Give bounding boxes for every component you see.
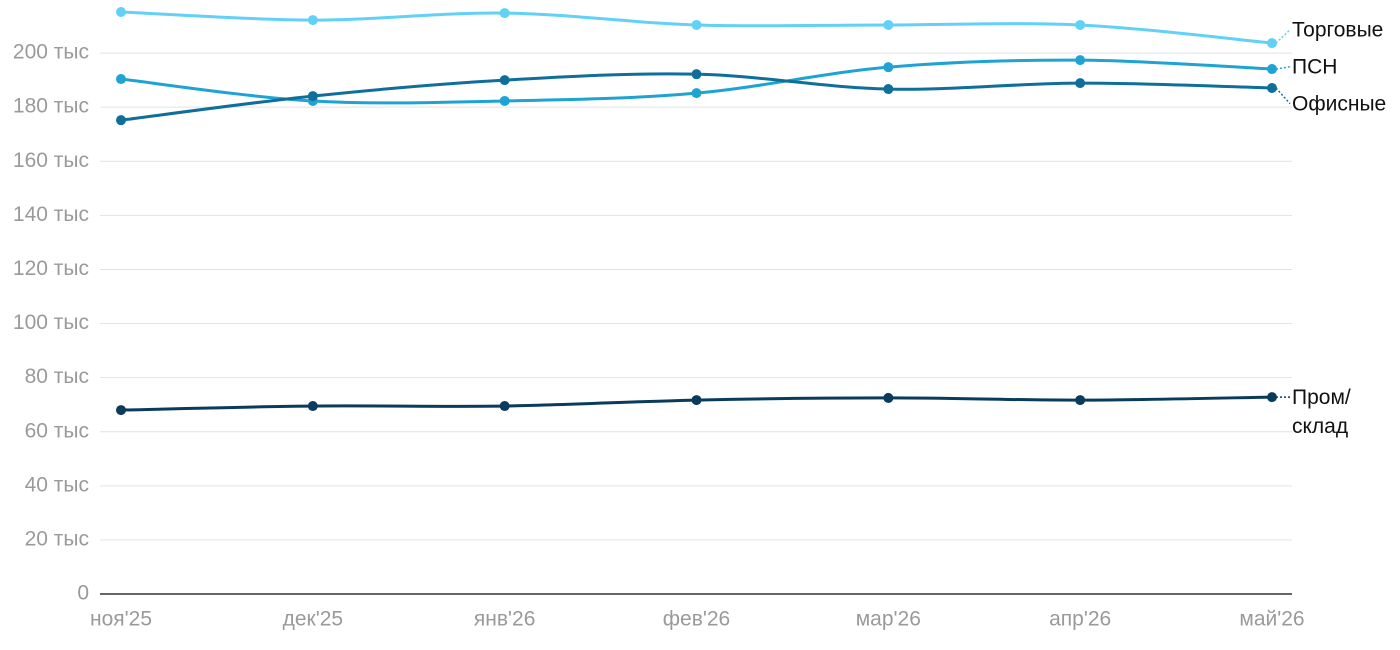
x-tick-label: апр'26 xyxy=(1049,608,1111,631)
y-tick-label: 40 тыс xyxy=(25,473,89,496)
leader-line xyxy=(1275,65,1291,70)
x-tick-label: янв'26 xyxy=(474,608,536,631)
point xyxy=(499,75,510,86)
legend-label: ПСН xyxy=(1292,55,1338,79)
y-tick-label: 200 тыс xyxy=(13,41,89,64)
point xyxy=(691,19,702,30)
y-tick-label: 60 тыс xyxy=(25,419,89,442)
point xyxy=(116,6,126,17)
point xyxy=(499,401,510,412)
leader-line xyxy=(1275,29,1291,44)
y-tick-label: 20 тыс xyxy=(25,527,89,550)
point xyxy=(1075,19,1086,30)
point xyxy=(1267,392,1277,403)
leader-line xyxy=(1275,87,1291,105)
point xyxy=(883,84,894,95)
point xyxy=(691,88,702,99)
point xyxy=(307,401,318,412)
x-tick-label: ноя'25 xyxy=(90,608,152,631)
point xyxy=(1267,38,1277,49)
point xyxy=(883,19,894,30)
legend-label: Пром/ склад xyxy=(1292,386,1351,439)
point xyxy=(116,74,126,85)
point xyxy=(1267,82,1277,93)
point xyxy=(499,95,510,106)
y-tick-label: 180 тыс xyxy=(13,95,89,118)
x-tick-label: дек'25 xyxy=(283,608,344,631)
point xyxy=(883,392,894,403)
x-tick-label: май'26 xyxy=(1239,608,1304,631)
point xyxy=(116,405,126,416)
y-tick-label: 120 тыс xyxy=(13,257,89,280)
point xyxy=(1075,395,1086,406)
y-tick-label: 140 тыс xyxy=(13,203,89,226)
y-tick-label: 0 xyxy=(77,582,89,605)
point xyxy=(499,8,510,19)
point xyxy=(307,91,318,102)
point xyxy=(1075,55,1086,66)
y-tick-label: 160 тыс xyxy=(13,149,89,172)
y-tick-label: 80 тыс xyxy=(25,365,89,388)
point xyxy=(691,395,702,406)
x-tick-label: фев'26 xyxy=(663,608,730,631)
point xyxy=(1267,64,1277,75)
x-tick-label: мар'26 xyxy=(856,608,921,631)
point xyxy=(116,115,126,126)
y-tick-label: 100 тыс xyxy=(13,311,89,334)
point xyxy=(883,62,894,73)
point xyxy=(691,69,702,80)
point xyxy=(1075,78,1086,89)
legend-label: Офисные xyxy=(1292,92,1387,116)
point xyxy=(307,15,318,26)
legend-label: Торговые xyxy=(1292,18,1384,42)
